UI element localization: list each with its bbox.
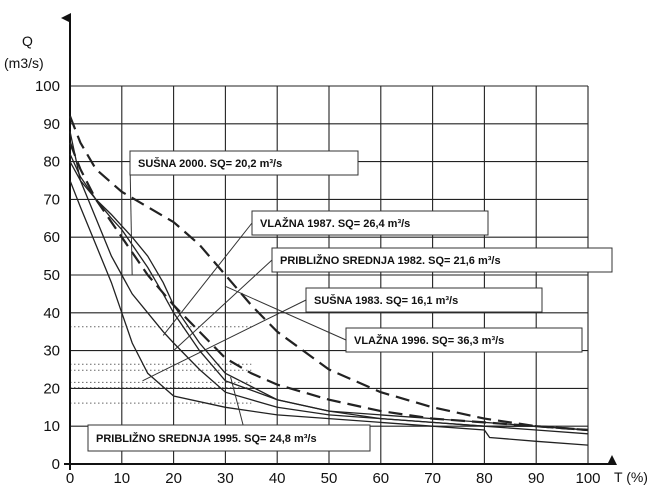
y-tick-label: 30 xyxy=(43,343,60,360)
leader-line xyxy=(225,285,347,341)
y-axis-label: Q xyxy=(22,33,33,49)
series-label-box: VLAŽNA 1996. SQ= 36,3 m³/s xyxy=(345,327,583,353)
series-line-4 xyxy=(69,180,589,446)
leader-line xyxy=(230,376,244,426)
series-label-box: PRIBLIŽNO SREDNJA 1982. SQ= 21,6 m³/s xyxy=(271,247,613,273)
label-box-frame xyxy=(87,424,371,452)
callout-leader-lines xyxy=(129,162,347,426)
series-line-5 xyxy=(68,115,589,432)
x-tick-label: 20 xyxy=(165,470,182,487)
label-box-frame xyxy=(251,210,489,236)
duration-curves xyxy=(68,115,589,446)
x-tick-label: 30 xyxy=(217,470,234,487)
axes xyxy=(61,13,617,470)
y-axis-unit: (m3/s) xyxy=(4,55,44,71)
y-tick-label: 100 xyxy=(35,78,60,95)
x-tick-label: 0 xyxy=(66,470,74,487)
series-line-6 xyxy=(69,153,589,435)
series-label-text: VLAŽNA 1996. SQ= 36,3 m³/s xyxy=(354,334,504,347)
x-tick-label: 40 xyxy=(269,470,286,487)
leader-line xyxy=(129,162,133,276)
x-tick-label: 10 xyxy=(113,470,130,487)
series-label-box: SUŠNA 1983. SQ= 16,1 m³/s xyxy=(305,287,543,313)
series-label-box: SUŠNA 2000. SQ= 20,2 m³/s xyxy=(129,150,359,176)
series-labels: SUŠNA 2000. SQ= 20,2 m³/s VLAŽNA 1987. SQ… xyxy=(87,150,613,452)
series-label-box: VLAŽNA 1987. SQ= 26,4 m³/s xyxy=(251,210,489,236)
x-tick-label: 100 xyxy=(575,470,600,487)
y-tick-label: 0 xyxy=(52,456,60,473)
y-tick-label: 50 xyxy=(43,267,60,284)
series-label-text: SUŠNA 1983. SQ= 16,1 m³/s xyxy=(314,294,458,307)
x-tick-label: 60 xyxy=(372,470,389,487)
series-label-box: PRIBLIŽNO SREDNJA 1995. SQ= 24,8 m³/s xyxy=(87,424,371,452)
x-tick-label: 70 xyxy=(424,470,441,487)
x-axis-label: T (%) xyxy=(614,469,648,485)
x-tick-label: 90 xyxy=(528,470,545,487)
y-tick-label: 20 xyxy=(43,380,60,397)
label-box-frame xyxy=(305,287,543,313)
y-tick-label: 60 xyxy=(43,229,60,246)
tick-labels: 0 10 20 30 40 50 60 70 80 90 100 0 10 20 30 40 50 60 70 80 9… xyxy=(35,78,601,487)
leader-line xyxy=(162,222,253,336)
y-tick-label: 80 xyxy=(43,154,60,171)
x-tick-label: 80 xyxy=(476,470,493,487)
series-label-text: SUŠNA 2000. SQ= 20,2 m³/s xyxy=(138,157,282,170)
leader-line xyxy=(173,259,273,351)
label-box-frame xyxy=(271,247,613,273)
series-label-text: PRIBLIŽNO SREDNJA 1995. SQ= 24,8 m³/s xyxy=(96,432,317,445)
y-tick-label: 10 xyxy=(43,418,60,435)
y-tick-label: 90 xyxy=(43,116,60,133)
leader-line xyxy=(142,299,307,382)
series-label-text: VLAŽNA 1987. SQ= 26,4 m³/s xyxy=(260,217,410,230)
series-label-text: PRIBLIŽNO SREDNJA 1982. SQ= 21,6 m³/s xyxy=(280,254,501,267)
y-tick-label: 40 xyxy=(43,305,60,322)
x-tick-label: 50 xyxy=(321,470,338,487)
label-box-frame xyxy=(345,327,583,353)
label-box-frame xyxy=(129,150,359,176)
y-tick-label: 70 xyxy=(43,191,60,208)
series-line-3 xyxy=(69,161,589,431)
